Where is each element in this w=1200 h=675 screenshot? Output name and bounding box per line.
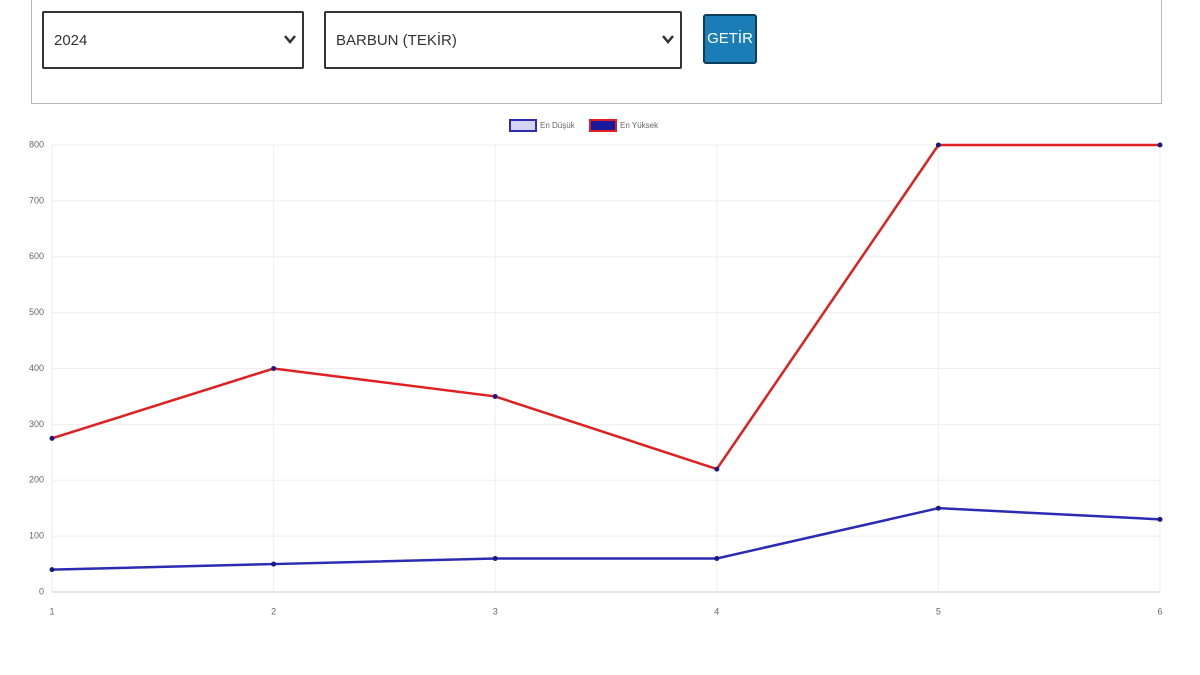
- y-tick-label: 400: [29, 363, 44, 373]
- x-tick-label: 1: [49, 606, 54, 616]
- series-line: [51, 506, 1161, 571]
- dropdown-arrow: [284, 35, 296, 44]
- data-point: [492, 393, 498, 399]
- x-tick-label: 3: [493, 606, 498, 616]
- legend-swatch: [589, 119, 617, 132]
- data-point: [714, 466, 720, 472]
- data-point: [1157, 142, 1163, 148]
- data-point: [1157, 516, 1163, 522]
- x-tick-label: 2: [271, 606, 276, 616]
- y-tick-label: 200: [29, 475, 44, 485]
- y-tick-label: 500: [29, 307, 44, 317]
- data-point: [271, 366, 277, 371]
- y-tick-label: 0: [39, 586, 44, 596]
- data-point: [935, 505, 941, 511]
- data-point: [49, 567, 55, 573]
- data-point: [49, 435, 55, 441]
- y-tick-label: 800: [29, 139, 44, 149]
- data-point: [935, 142, 941, 148]
- legend-label: En Düşük: [540, 121, 576, 130]
- species-select[interactable]: BARBUN (TEKİR): [324, 11, 682, 69]
- x-tick-label: 6: [1157, 606, 1162, 616]
- year-select[interactable]: 2024: [42, 11, 304, 69]
- y-tick-label: 700: [29, 195, 44, 205]
- data-point: [271, 561, 277, 567]
- dropdown-arrow: [662, 35, 674, 44]
- data-point: [492, 555, 498, 561]
- year-value: 2024: [54, 32, 88, 49]
- data-point: [714, 555, 720, 561]
- series-line: [51, 143, 1160, 471]
- x-tick-label: 5: [936, 606, 941, 616]
- filter-panel: 2024 BARBUN (TEKİR): [31, 0, 1162, 104]
- legend-label: En Yüksek: [620, 121, 659, 130]
- y-tick-label: 300: [29, 419, 44, 429]
- fetch-button[interactable]: GETİR: [703, 14, 757, 64]
- legend-swatch: [509, 119, 537, 132]
- x-tick-label: 4: [714, 606, 719, 616]
- chart: 0 100 200 300 400 500 600 700 800 1 2 3 4 5 6 En Düşük E…: [29, 119, 1163, 616]
- y-tick-label: 600: [29, 251, 44, 261]
- y-tick-label: 100: [29, 531, 44, 541]
- species-value: BARBUN (TEKİR): [336, 32, 457, 49]
